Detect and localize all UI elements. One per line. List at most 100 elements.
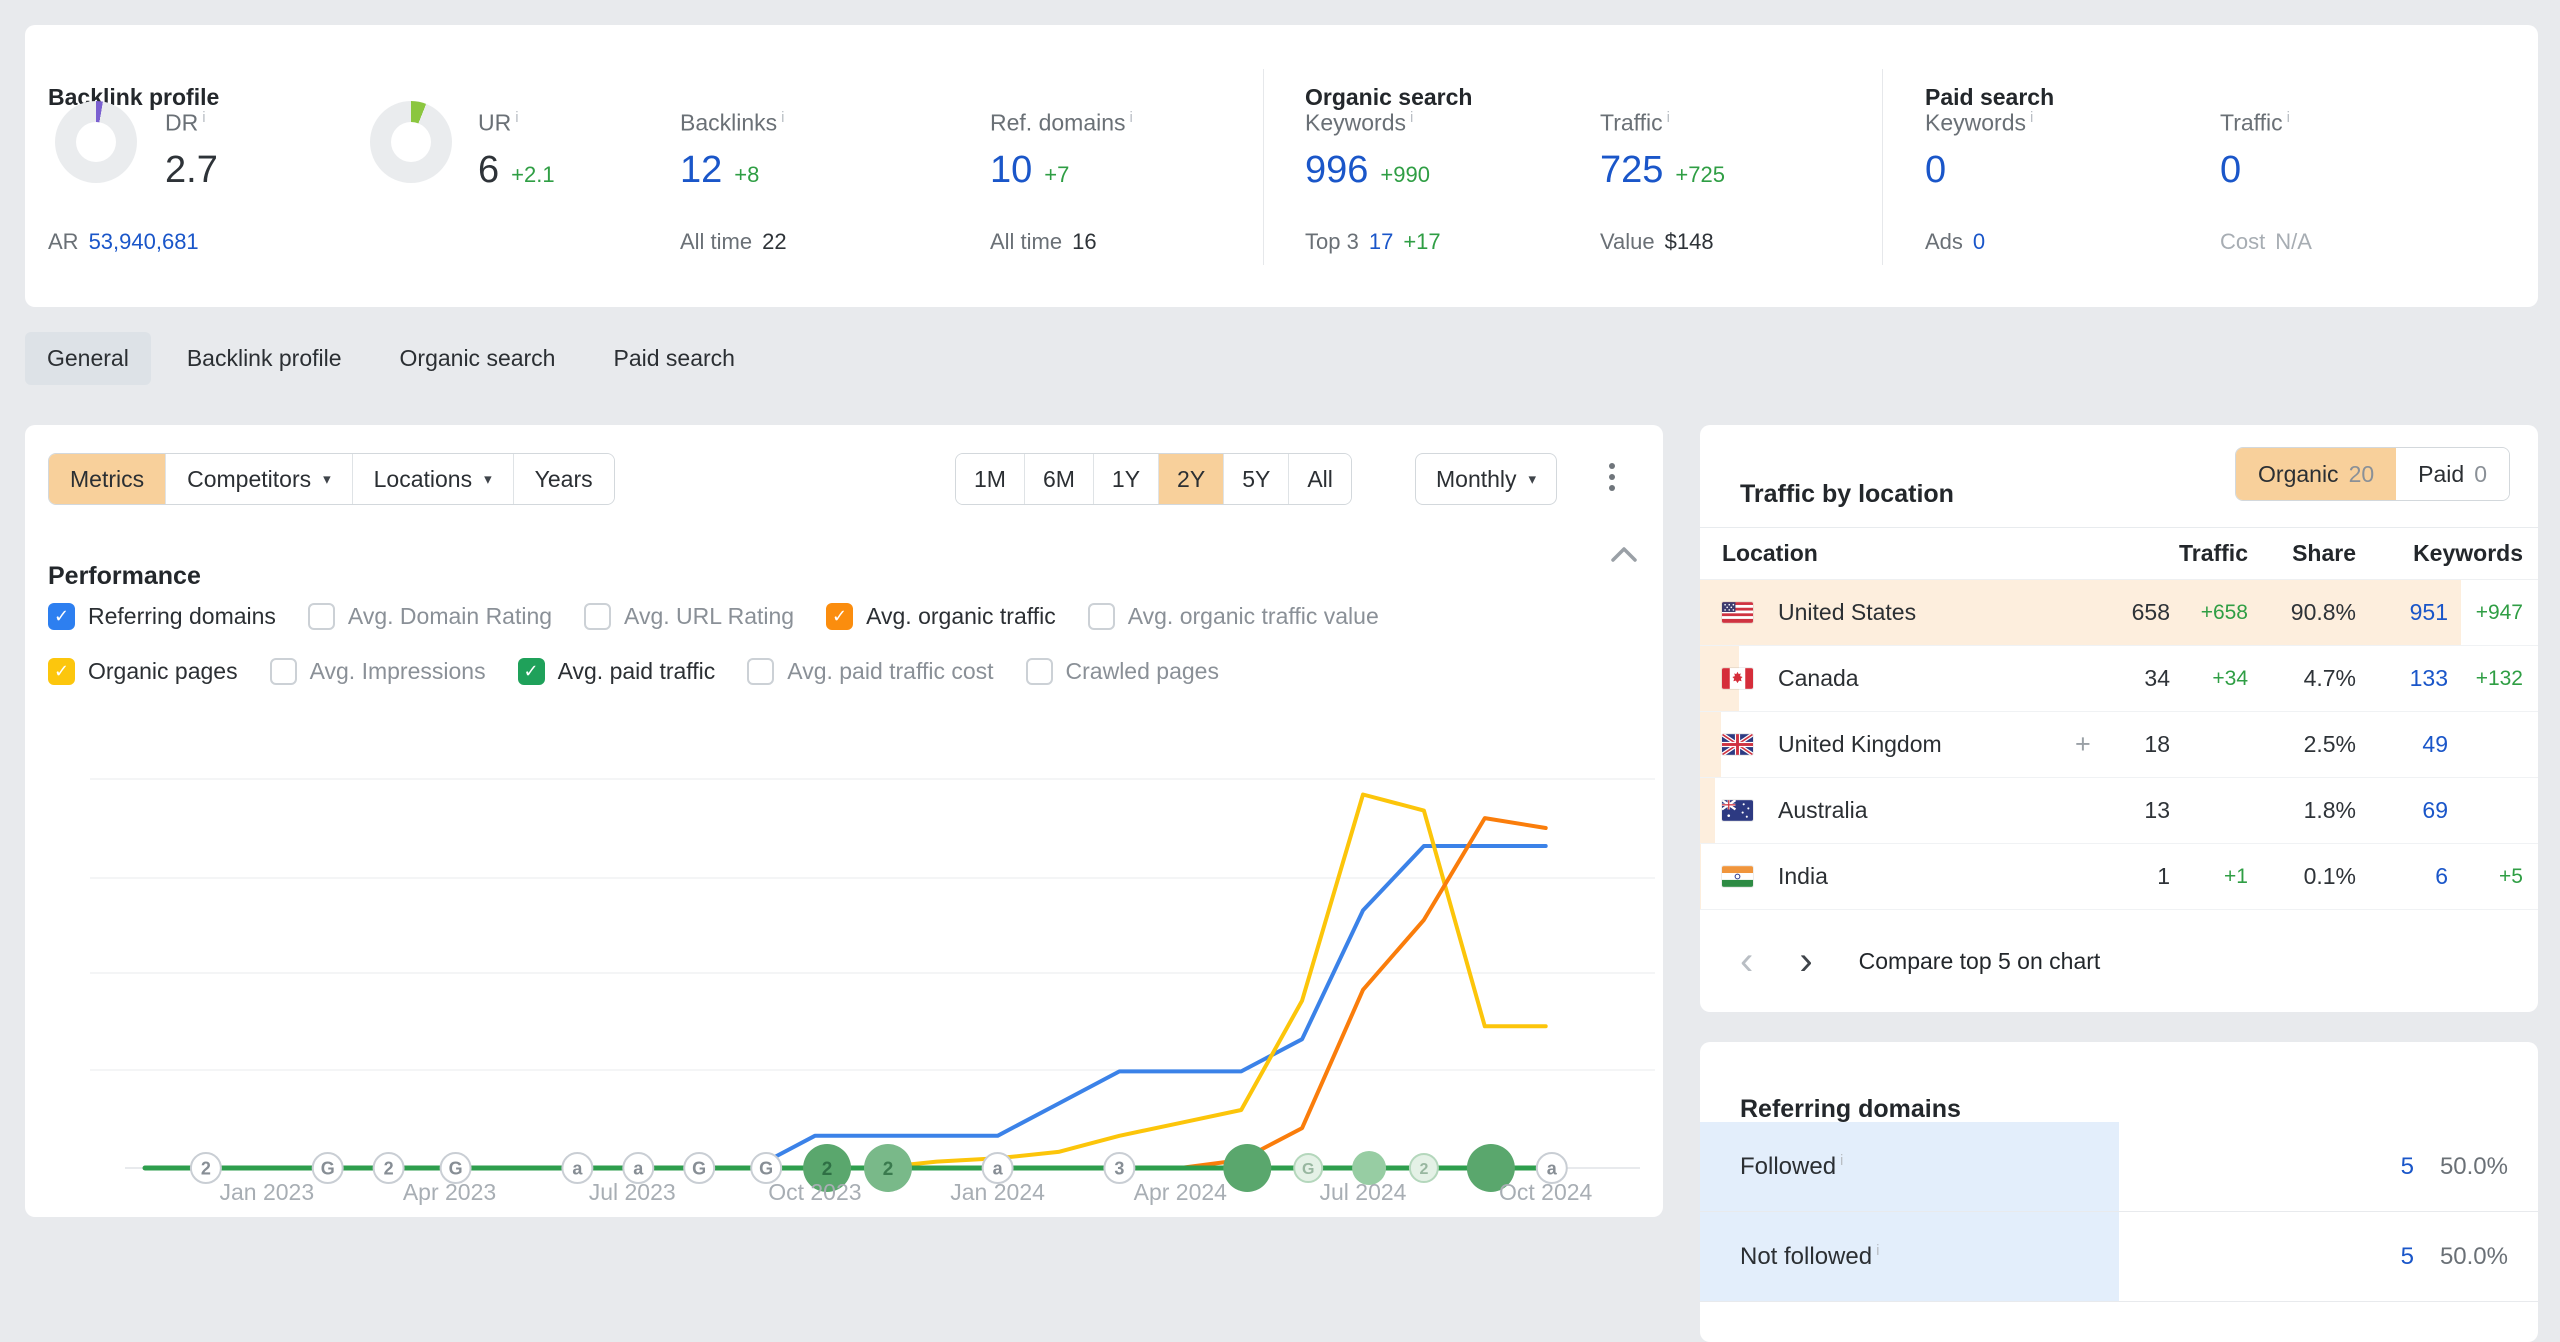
timeline-event-badge[interactable]: a (622, 1152, 655, 1184)
paid-keywords-value-link[interactable]: 0 (1925, 148, 1947, 191)
range-1m[interactable]: 1M (956, 454, 1024, 504)
ar-rank-link[interactable]: 53,940,681 (88, 229, 199, 254)
range-6m[interactable]: 6M (1023, 454, 1093, 504)
checkbox-icon (307, 603, 335, 630)
add-to-compare-icon[interactable]: + (2075, 729, 2091, 759)
svg-text:G: G (692, 1158, 706, 1178)
tab-general[interactable]: General (25, 332, 151, 385)
timeline-event-badge[interactable]: 2 (1408, 1153, 1439, 1183)
share-value: 90.8% (2290, 599, 2356, 625)
ads-link[interactable]: 0 (1972, 229, 1986, 254)
keywords-link[interactable]: 951 (2409, 599, 2448, 625)
tab-backlink-profile[interactable]: Backlink profile (165, 332, 364, 385)
organic-traffic-value-link[interactable]: 725 (1600, 148, 1664, 191)
rd-value-link[interactable]: 5 (2400, 1242, 2414, 1270)
keywords-link[interactable]: 69 (2422, 797, 2448, 823)
rd-row-not-followed: Not followed i 5 50.0% (1700, 1212, 2538, 1302)
ur-value: 6 +2.1 (478, 148, 555, 191)
metric-checkbox-row-2: ✓ Organic pages Avg. Impressions ✓ Avg. paid… (48, 658, 1219, 685)
kebab-menu-icon[interactable] (1597, 463, 1627, 491)
keywords-link[interactable]: 133 (2409, 665, 2448, 691)
filter-locations[interactable]: Locations ▾ (351, 454, 513, 504)
tab-organic-search[interactable]: Organic search (378, 332, 578, 385)
metric-checkbox-row-1: ✓ Referring domains Avg. Domain Rating Avg.… (48, 603, 1379, 630)
traffic-by-location-title: Traffic by location (1740, 480, 1954, 508)
timeline-event-badge[interactable] (1223, 1144, 1272, 1192)
keywords-link[interactable]: 49 (2422, 731, 2448, 757)
filter-metrics[interactable]: Metrics (49, 454, 166, 504)
toggle-paid[interactable]: Paid 0 (2396, 448, 2509, 500)
checkbox-label: Avg. Impressions (309, 658, 486, 684)
top3-link[interactable]: 17 (1368, 229, 1394, 254)
checkbox-icon: ✓ (517, 658, 545, 685)
location-row-india[interactable]: India 1 +1 0.1% 6 +5 (1700, 844, 2538, 910)
checkbox-avg-url-rating[interactable]: Avg. URL Rating (584, 603, 794, 630)
checkbox-label: Avg. organic traffic value (1127, 603, 1379, 629)
checkbox-icon (1087, 603, 1115, 630)
share-value: 1.8% (2303, 797, 2356, 823)
timeline-event-badge[interactable]: 2 (372, 1152, 405, 1184)
range-1y[interactable]: 1Y (1092, 454, 1159, 504)
location-row-australia[interactable]: Australia 13 1.8% 69 (1700, 778, 2538, 844)
checkbox-organic-pages[interactable]: ✓ Organic pages (48, 658, 238, 685)
backlinks-metric: Backlinks i 12 +8 (680, 109, 785, 191)
range-all[interactable]: All (1288, 454, 1351, 504)
keywords-link[interactable]: 6 (2435, 863, 2448, 889)
timeline-event-badge[interactable]: a (561, 1152, 594, 1184)
checkbox-avg-impressions[interactable]: Avg. Impressions (269, 658, 486, 685)
location-row-united-kingdom[interactable]: United Kingdom +18 2.5% 49 (1700, 712, 2538, 778)
filter-competitors[interactable]: Competitors ▾ (165, 454, 352, 504)
timeline-event-badge[interactable]: G (311, 1152, 344, 1184)
toggle-organic[interactable]: Organic 20 (2236, 448, 2397, 500)
x-axis-label: Apr 2023 (403, 1179, 496, 1205)
svg-text:2: 2 (201, 1158, 211, 1178)
timeline-event-badge[interactable] (1466, 1144, 1515, 1192)
rd-row-followed: Followed i 5 50.0% (1700, 1122, 2538, 1212)
timeline-event-badge[interactable]: 2 (863, 1144, 912, 1192)
location-table-header: Location Traffic Share Keywords (1700, 528, 2538, 580)
timeline-event-badge[interactable]: 2 (189, 1152, 222, 1184)
paid-ads-sub: Ads 0 (1925, 229, 1986, 254)
timeline-event-badge[interactable] (1352, 1151, 1387, 1185)
section-divider (1263, 69, 1264, 265)
range-5y[interactable]: 5Y (1223, 454, 1289, 504)
referring-domains-rows: Followed i 5 50.0% Not followed i 5 50.0% (1700, 1122, 2538, 1302)
collapse-chevron-icon[interactable] (1610, 545, 1638, 568)
location-row-canada[interactable]: Canada 34 +34 4.7% 133 +132 (1700, 646, 2538, 712)
range-2y[interactable]: 2Y (1158, 454, 1224, 504)
filter-years[interactable]: Years (512, 454, 614, 504)
info-icon: i (202, 109, 206, 126)
checkbox-avg-domain-rating[interactable]: Avg. Domain Rating (307, 603, 552, 630)
timeline-event-badge[interactable]: 2 (803, 1144, 852, 1192)
checkbox-referring-domains[interactable]: ✓ Referring domains (48, 603, 276, 630)
timeline-event-badge[interactable]: a (981, 1152, 1014, 1184)
timeline-event-badge[interactable]: G (683, 1152, 716, 1184)
paid-traffic-value-link[interactable]: 0 (2220, 148, 2242, 191)
backlinks-value-link[interactable]: 12 (680, 148, 723, 191)
info-icon: i (781, 109, 785, 126)
timeline-event-badge[interactable]: G (750, 1152, 783, 1184)
location-row-united-states[interactable]: United States 658 +658 90.8% 951 +947 (1700, 580, 2538, 646)
x-axis-label: Apr 2024 (1134, 1179, 1228, 1205)
checkbox-crawled-pages[interactable]: Crawled pages (1025, 658, 1219, 685)
checkbox-avg-organic-traffic-value[interactable]: Avg. organic traffic value (1087, 603, 1379, 630)
rd-share-bar (1700, 1122, 2119, 1211)
svg-text:2: 2 (1419, 1161, 1428, 1178)
timeline-event-badge[interactable]: G (439, 1152, 472, 1184)
compare-top5-link[interactable]: Compare top 5 on chart (1858, 947, 2101, 974)
checkbox-avg-organic-traffic[interactable]: ✓ Avg. organic traffic (826, 603, 1056, 630)
organic-keywords-value-link[interactable]: 996 (1305, 148, 1369, 191)
checkbox-label: Crawled pages (1065, 658, 1219, 684)
checkbox-avg-paid-traffic-cost[interactable]: Avg. paid traffic cost (747, 658, 994, 685)
granularity-dropdown[interactable]: Monthly ▾ (1415, 453, 1558, 505)
prev-page-button[interactable]: ‹ (1740, 939, 1754, 983)
ref-domains-value-link[interactable]: 10 (990, 148, 1033, 191)
rd-value-link[interactable]: 5 (2400, 1152, 2414, 1180)
next-page-button[interactable]: › (1799, 939, 1813, 983)
timeline-event-badge[interactable]: a (1535, 1152, 1568, 1184)
location-name: United States (1778, 599, 1917, 625)
tab-paid-search[interactable]: Paid search (591, 332, 756, 385)
timeline-event-badge[interactable]: G (1293, 1153, 1324, 1183)
checkbox-avg-paid-traffic[interactable]: ✓ Avg. paid traffic (517, 658, 715, 685)
timeline-event-badge[interactable]: 3 (1103, 1152, 1136, 1184)
